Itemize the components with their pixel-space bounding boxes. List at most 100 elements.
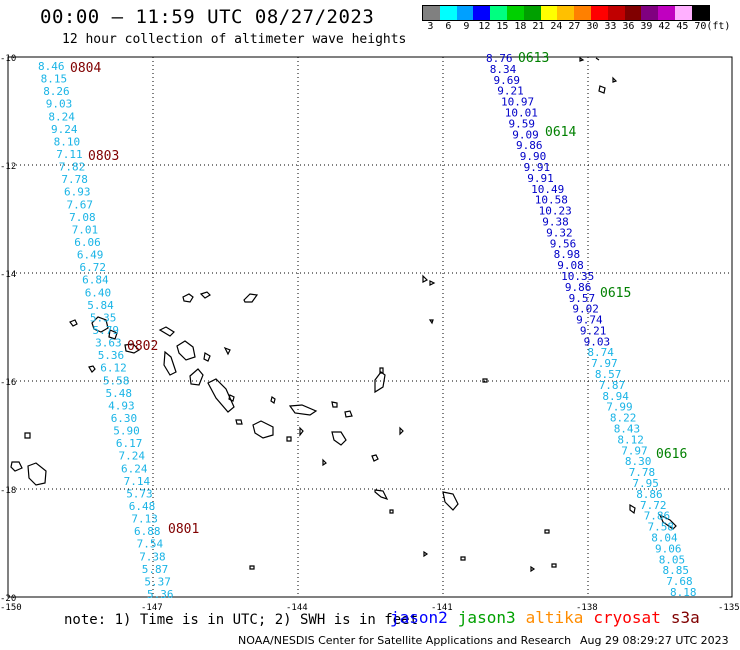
- left-track-value: 7.01: [72, 223, 99, 236]
- right-track-time: 0615: [600, 286, 631, 301]
- island-outline: [374, 489, 389, 501]
- left-track-value: 7.82: [59, 161, 86, 174]
- island-outline: [88, 365, 96, 373]
- island-outline: [69, 319, 78, 327]
- right-track-value: 9.69: [494, 74, 521, 87]
- colorbar-label: 36: [622, 21, 635, 32]
- right-track-time: 0613: [518, 51, 549, 66]
- island-outline: [124, 343, 140, 354]
- colorbar-swatch: [439, 6, 457, 20]
- right-track-time: 0616: [656, 447, 687, 462]
- island-outline: [379, 367, 384, 374]
- island-outline: [595, 57, 600, 61]
- colorbar-swatch: [473, 6, 491, 20]
- colorbar-label: 70: [694, 21, 707, 32]
- island-outline: [530, 565, 536, 573]
- island-outline: [189, 368, 204, 386]
- left-track-value: 8.10: [54, 135, 81, 148]
- left-track-value: 3.63: [95, 337, 122, 350]
- legend-item-jason2: jason2: [390, 608, 448, 627]
- left-track-value: 7.67: [67, 198, 94, 211]
- island-outline: [91, 316, 109, 333]
- right-track-labels: 8.768.349.699.2110.9710.019.599.099.869.…: [486, 51, 697, 599]
- left-track-value: 5.58: [103, 374, 129, 387]
- right-track-value: 8.04: [651, 532, 678, 545]
- right-track-value: 9.59: [509, 117, 536, 130]
- legend-item-s3a: s3a: [670, 608, 700, 627]
- satellite-legend: jason2 jason3 altika cryosat s3a: [390, 608, 710, 627]
- island-outline: [223, 346, 231, 356]
- left-track-value: 8.15: [41, 73, 68, 86]
- left-track-value: 6.93: [64, 186, 91, 199]
- left-track-value: 5.36: [98, 349, 125, 362]
- right-track-value: 9.08: [557, 259, 584, 272]
- island-outline: [658, 513, 677, 530]
- island-outline: [428, 319, 434, 325]
- right-track-value: 8.57: [595, 368, 622, 381]
- latitude-tick-label: -18: [0, 486, 16, 496]
- left-track-value: 7.08: [69, 211, 96, 224]
- colorbar-swatch: [574, 6, 591, 20]
- left-track-value: 8.24: [48, 110, 75, 123]
- right-track-value: 9.86: [516, 139, 543, 152]
- page-subtitle: 12 hour collection of altimeter wave hei…: [62, 32, 407, 47]
- colorbar-label: 45: [676, 21, 689, 32]
- latitude-tick-label: -16: [0, 378, 16, 388]
- page-title: 00:00 – 11:59 UTC 08/27/2023: [40, 6, 375, 28]
- island-outline: [270, 396, 276, 404]
- colorbar-swatch: [506, 6, 524, 20]
- island-outline: [371, 454, 379, 462]
- left-track-value: 7.38: [139, 550, 166, 563]
- latitude-labels: -10 -12 -14 -16 -18 -20: [0, 54, 16, 604]
- right-track-value: 7.95: [632, 477, 659, 490]
- colorbar-swatch: [490, 6, 507, 20]
- colorbar-labels: 3 6 9 12 15 18 21 24 27 30 33 36 39 42 45 70 (ft): [422, 21, 740, 33]
- right-track-value: 8.12: [617, 433, 644, 446]
- island-outline: [163, 350, 177, 376]
- island-outline: [399, 426, 404, 436]
- colorbar-label: 42: [658, 21, 671, 32]
- island-outline: [579, 56, 585, 62]
- right-track-value: 7.58: [648, 521, 675, 534]
- right-track-value: 8.22: [610, 412, 637, 425]
- map-frame: [7, 56, 733, 598]
- right-track-value: 8.43: [614, 423, 641, 436]
- colorbar-swatch: [557, 6, 575, 20]
- island-outline: [158, 326, 175, 337]
- island-outline: [629, 503, 636, 515]
- colorbar-label: 24: [550, 21, 563, 32]
- legend-item-jason3: jason3: [457, 608, 516, 627]
- left-track-value: 9.03: [46, 98, 73, 111]
- right-track-value: 9.03: [584, 335, 611, 348]
- right-track-value: 7.87: [599, 379, 626, 392]
- right-track-value: 9.74: [576, 314, 603, 327]
- left-track-value: 5.35: [90, 311, 117, 324]
- right-track-value: 8.30: [625, 455, 652, 468]
- left-track-value: 6.12: [100, 362, 127, 375]
- island-outline: [331, 401, 338, 408]
- right-track-value: 9.86: [565, 281, 592, 294]
- longitude-tick-label: -144: [286, 603, 308, 613]
- right-track-value: 7.68: [666, 575, 693, 588]
- colorbar-swatch: [641, 6, 659, 20]
- left-track-value: 6.30: [111, 412, 138, 425]
- right-track-value: 7.97: [621, 444, 648, 457]
- right-track-value: 9.06: [655, 542, 682, 555]
- plot-border: [7, 56, 733, 598]
- island-outline: [207, 378, 235, 413]
- right-track-time: 0614: [545, 125, 576, 140]
- right-track-value: 8.94: [602, 390, 629, 403]
- left-track-value: 7.13: [131, 513, 158, 526]
- latitude-tick-label: -20: [0, 594, 16, 604]
- island-outline: [286, 436, 292, 442]
- credit-line: NOAA/NESDIS Center for Satellite Applica…: [238, 634, 572, 647]
- right-track-value: 10.58: [535, 194, 568, 207]
- colorbar-label: 6: [445, 21, 452, 32]
- island-outline: [176, 340, 196, 361]
- left-track-value: 6.24: [121, 462, 148, 475]
- island-outline: [228, 394, 235, 402]
- island-outline: [544, 529, 550, 534]
- island-outline: [423, 550, 429, 558]
- left-track-value: 5.79: [93, 324, 120, 337]
- right-track-value: 9.91: [524, 161, 551, 174]
